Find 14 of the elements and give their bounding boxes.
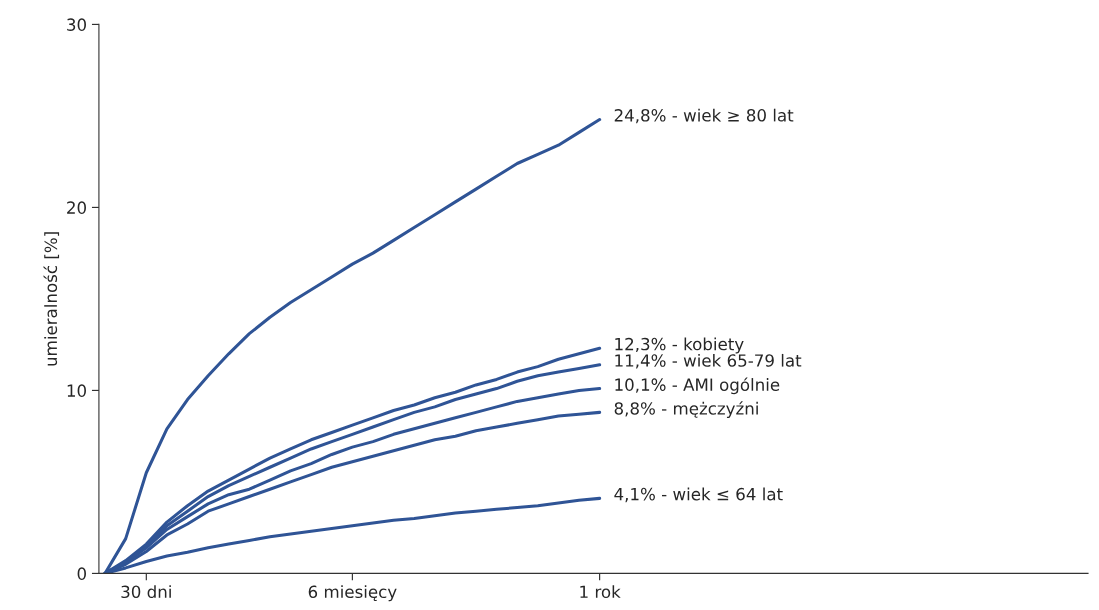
- annotation: 10,1% - AMI ogólnie: [615, 377, 780, 395]
- y-tick-label: 10: [67, 384, 86, 397]
- x-tick-label: 1 rok: [580, 585, 621, 599]
- x-tick-label: 6 miesięcy: [308, 585, 397, 602]
- annotation: 8,8% - mężczyźni: [614, 401, 758, 418]
- annotation: 11,4% - wiek 65-79 lat: [615, 353, 802, 369]
- annotation: 24,8% - wiek ≥ 80 lat: [614, 108, 794, 124]
- y-tick-label: 30: [67, 18, 86, 31]
- y-tick-label: 20: [67, 201, 86, 214]
- annotation: 4,1% - wiek ≤ 64 lat: [614, 487, 783, 503]
- annotation: 12,3% - kobiety: [615, 337, 744, 354]
- y-tick-label: 0: [77, 567, 86, 580]
- x-tick-label: 30 dni: [121, 585, 171, 599]
- y-axis-title: umieralność [%]: [43, 232, 60, 366]
